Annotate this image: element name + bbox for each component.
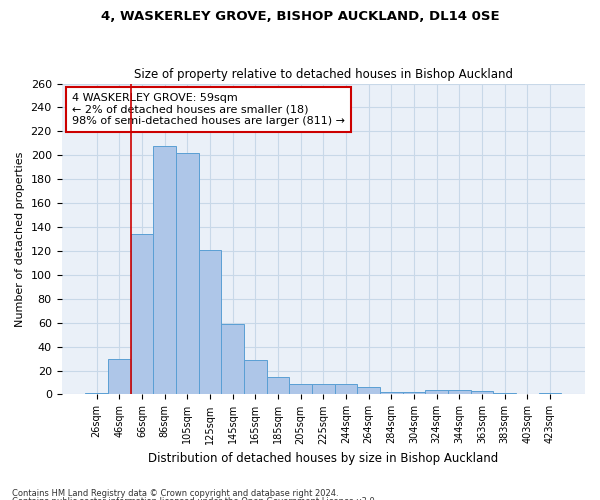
- Text: 4 WASKERLEY GROVE: 59sqm
← 2% of detached houses are smaller (18)
98% of semi-de: 4 WASKERLEY GROVE: 59sqm ← 2% of detache…: [72, 93, 345, 126]
- Bar: [244, 360, 266, 394]
- Bar: [403, 392, 425, 394]
- Bar: [493, 393, 516, 394]
- Bar: [131, 234, 154, 394]
- Text: 4, WASKERLEY GROVE, BISHOP AUCKLAND, DL14 0SE: 4, WASKERLEY GROVE, BISHOP AUCKLAND, DL1…: [101, 10, 499, 23]
- Bar: [470, 391, 493, 394]
- Bar: [266, 376, 289, 394]
- Bar: [108, 358, 131, 394]
- Bar: [425, 390, 448, 394]
- Y-axis label: Number of detached properties: Number of detached properties: [15, 152, 25, 326]
- Title: Size of property relative to detached houses in Bishop Auckland: Size of property relative to detached ho…: [134, 68, 513, 81]
- Bar: [289, 384, 312, 394]
- Bar: [85, 393, 108, 394]
- Bar: [312, 384, 335, 394]
- Text: Contains public sector information licensed under the Open Government Licence v3: Contains public sector information licen…: [12, 497, 377, 500]
- Bar: [539, 393, 561, 394]
- Bar: [221, 324, 244, 394]
- Bar: [448, 390, 470, 394]
- Bar: [380, 392, 403, 394]
- Bar: [335, 384, 357, 394]
- X-axis label: Distribution of detached houses by size in Bishop Auckland: Distribution of detached houses by size …: [148, 452, 499, 465]
- Bar: [357, 388, 380, 394]
- Bar: [176, 153, 199, 394]
- Text: Contains HM Land Registry data © Crown copyright and database right 2024.: Contains HM Land Registry data © Crown c…: [12, 488, 338, 498]
- Bar: [199, 250, 221, 394]
- Bar: [154, 146, 176, 394]
